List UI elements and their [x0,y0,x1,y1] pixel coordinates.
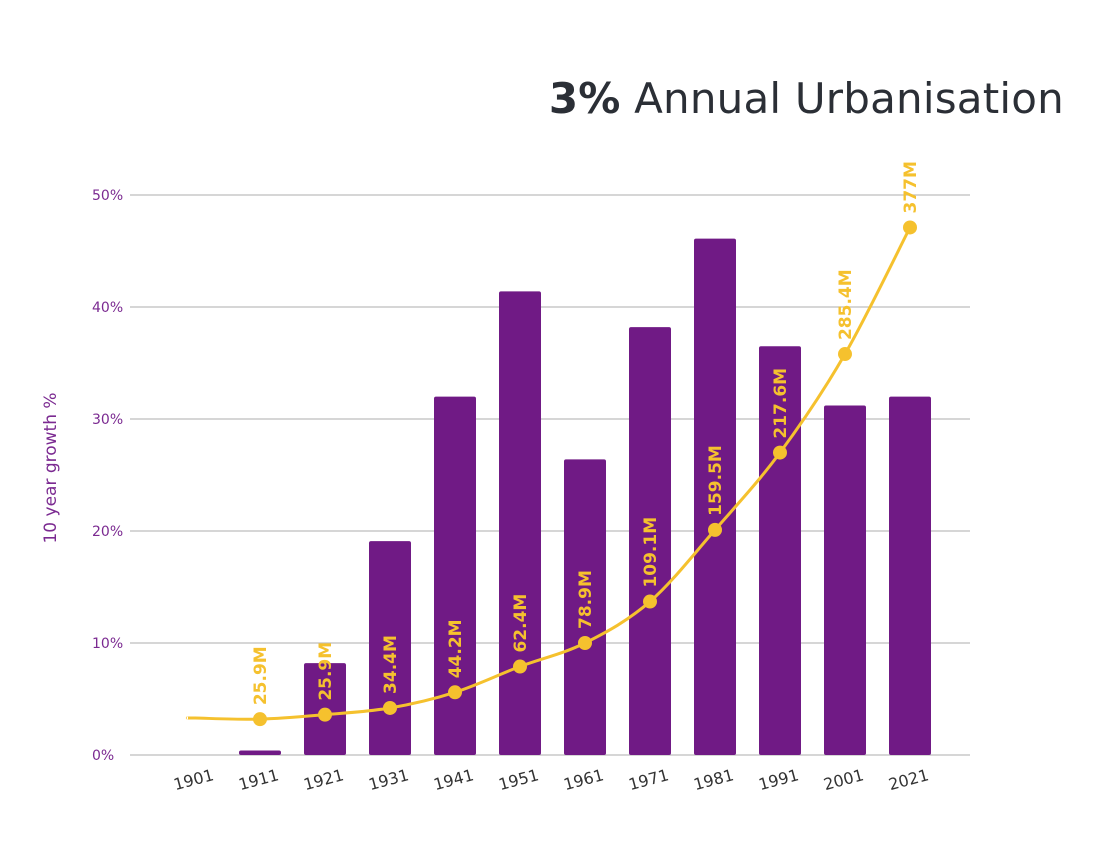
x-tick-label: 1911 [236,765,280,794]
chart-title-bold: 3% [548,74,621,123]
line-point [578,636,592,650]
data-label: 44.2M [446,619,466,678]
chart-title-rest: Annual Urbanisation [620,74,1064,123]
bar [759,346,801,755]
line-point [383,700,397,715]
bar [824,405,866,755]
y-tick-label: 40% [92,300,123,316]
x-tick-label: 1931 [366,765,410,794]
line-point [318,707,332,722]
line-point [643,594,657,609]
x-tick-label: 1941 [431,765,475,794]
line-point [708,522,722,537]
bar [694,238,736,755]
line-point [253,712,267,727]
line-point [903,220,917,235]
data-label: 25.9M [316,642,336,701]
line-point [838,347,852,362]
x-tick-label: 2021 [886,765,930,794]
x-tick-label: 1981 [691,765,735,794]
x-tick-label: 1961 [561,765,605,794]
bar [239,750,281,755]
y-tick-label: 20% [92,524,123,540]
bar [629,327,671,755]
data-label: 78.9M [576,570,596,629]
y-tick-label: 10% [92,636,123,652]
bar [889,396,931,755]
x-tick-label: 1991 [756,765,800,794]
x-tick-label: 2001 [821,765,865,794]
line-point [448,685,462,700]
y-tick-label: 50% [92,188,123,204]
chart-title: 3% Annual Urbanisation [549,74,1064,123]
data-label: 62.4M [511,594,531,653]
y-axis-label: 10 year growth % [41,392,61,543]
x-tick-label: 1901 [171,765,215,794]
data-label: 34.4M [381,635,401,694]
data-label: 159.5M [706,445,726,516]
data-label: 25.9M [251,646,271,705]
bar [499,291,541,755]
x-tick-label: 1971 [626,765,670,794]
x-tick-label: 1951 [496,765,540,794]
bar [369,541,411,755]
y-tick-label: 0% [92,748,114,764]
x-tick-label: 1921 [301,765,345,794]
series-line [185,226,912,721]
line-point [773,445,787,460]
bar [434,396,476,755]
data-label: 109.1M [641,517,661,588]
data-label: 285.4M [836,269,856,340]
data-label: 217.6M [771,368,791,439]
bar [564,459,606,755]
line-point [513,659,527,674]
data-label: 377M [901,161,921,213]
y-tick-label: 30% [92,412,123,428]
